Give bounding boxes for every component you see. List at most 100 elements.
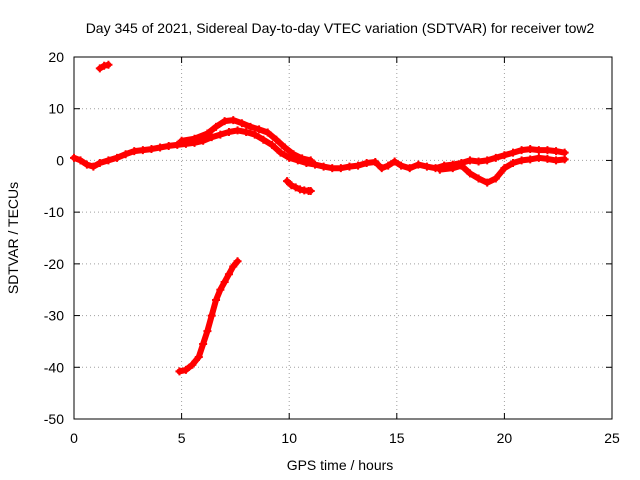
data-point	[483, 178, 492, 187]
data-point	[306, 186, 315, 195]
y-tick-label: 0	[56, 152, 64, 168]
data-point	[212, 122, 221, 131]
plot-frame	[73, 56, 613, 420]
data-point	[181, 365, 190, 374]
x-tick-label: 25	[604, 430, 620, 446]
data-point	[224, 127, 233, 136]
chart-title: Day 345 of 2021, Sidereal Day-to-day VTE…	[86, 20, 595, 36]
data-point	[100, 61, 109, 70]
data-point	[283, 177, 292, 186]
data-point	[377, 164, 386, 173]
x-tick-label: 0	[70, 430, 78, 446]
data-point	[246, 122, 255, 131]
data-point	[199, 340, 208, 349]
data-point	[491, 174, 500, 183]
data-point	[345, 162, 354, 171]
data-point	[543, 146, 552, 155]
data-point	[224, 270, 233, 279]
data-point	[82, 160, 91, 169]
x-axis-label: GPS time / hours	[287, 457, 394, 473]
data-point	[543, 154, 552, 163]
data-point	[216, 285, 225, 294]
data-point	[465, 169, 474, 178]
data-point	[203, 327, 212, 336]
data-point	[156, 143, 165, 152]
data-point	[164, 141, 173, 150]
data-point	[483, 156, 492, 165]
data-point	[336, 164, 345, 173]
data-point	[207, 133, 216, 142]
data-point	[422, 162, 431, 171]
data-point	[371, 157, 380, 166]
data-point	[306, 156, 315, 165]
x-tick-label: 10	[281, 430, 297, 446]
y-axis-label: SDTVAR / TECUs	[5, 182, 21, 294]
data-point	[448, 164, 457, 173]
data-point	[76, 156, 85, 165]
data-point	[384, 161, 393, 170]
data-point	[272, 135, 281, 144]
y-tick-label: -40	[44, 359, 64, 375]
data-point	[328, 164, 337, 173]
data-point	[474, 174, 483, 183]
data-point	[237, 119, 246, 128]
data-point	[203, 129, 212, 138]
data-point	[207, 311, 216, 320]
data-point	[465, 156, 474, 165]
data-point	[220, 277, 229, 286]
data-point	[173, 140, 182, 149]
data-point	[474, 157, 483, 166]
data-point	[229, 116, 238, 125]
data-point	[104, 60, 113, 69]
data-point	[534, 153, 543, 162]
data-point	[287, 181, 296, 190]
data-point	[233, 257, 242, 266]
data-point	[147, 145, 156, 154]
x-tick-label: 20	[497, 430, 513, 446]
data-point	[242, 127, 251, 136]
data-point	[175, 367, 184, 376]
data-point	[229, 262, 238, 271]
y-tick-label: -20	[44, 256, 64, 272]
data-point	[188, 360, 197, 369]
data-point	[405, 164, 414, 173]
data-point	[491, 153, 500, 162]
data-point	[517, 146, 526, 155]
data-point	[177, 136, 186, 145]
data-point	[291, 183, 300, 192]
data-point	[216, 130, 225, 139]
data-point	[457, 161, 466, 170]
data-point	[285, 153, 294, 162]
y-tick-label: 20	[48, 49, 64, 65]
data-point	[190, 134, 199, 143]
data-point	[298, 154, 307, 163]
data-point	[509, 148, 518, 157]
data-point	[259, 135, 268, 144]
data-point	[552, 156, 561, 165]
y-tick-label: -10	[44, 204, 64, 220]
data-point	[534, 146, 543, 155]
data-point	[113, 153, 122, 162]
data-point	[517, 156, 526, 165]
data-point	[89, 162, 98, 171]
y-tick-label: -30	[44, 308, 64, 324]
data-point	[138, 146, 147, 155]
data-point	[220, 117, 229, 126]
data-point	[526, 145, 535, 154]
data-point	[354, 161, 363, 170]
grid-lines	[74, 57, 612, 419]
data-point	[526, 155, 535, 164]
data-point	[130, 147, 139, 156]
data-point	[289, 150, 298, 159]
data-point	[276, 148, 285, 157]
x-tick-label: 15	[389, 430, 405, 446]
data-point	[500, 151, 509, 160]
data-point	[263, 128, 272, 137]
data-point	[560, 148, 569, 157]
data-point	[212, 296, 221, 305]
data-point	[194, 352, 203, 361]
data-point	[390, 157, 399, 166]
data-point	[95, 159, 104, 168]
data-point	[362, 159, 371, 168]
